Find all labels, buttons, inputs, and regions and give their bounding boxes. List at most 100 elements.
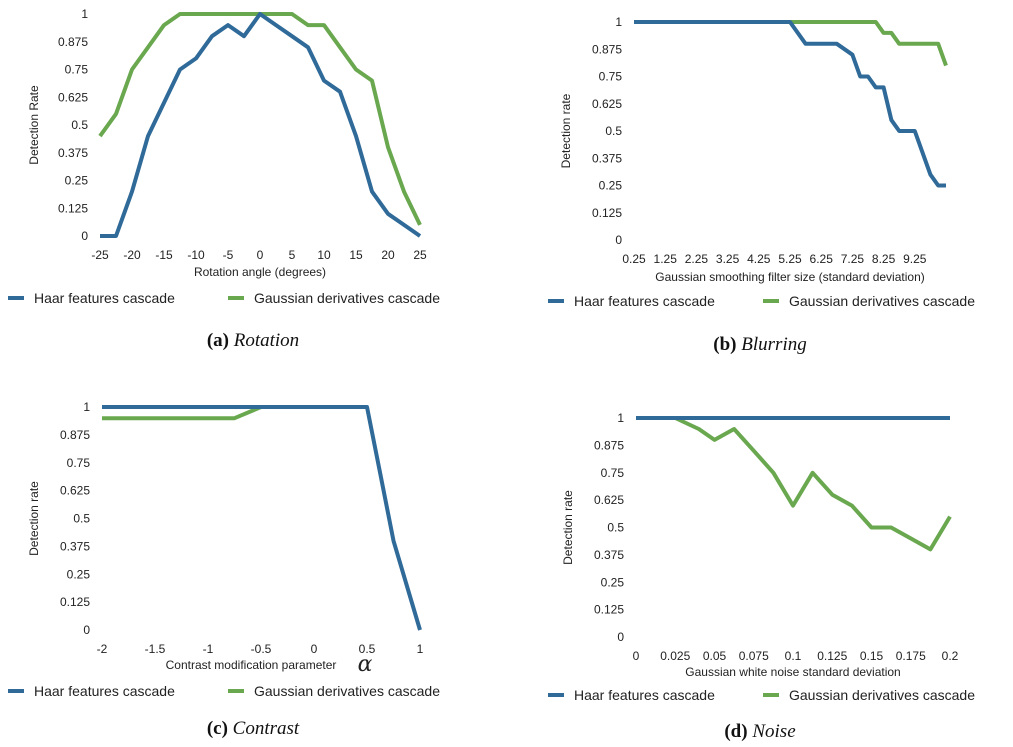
y-tick-label: 0.5 (605, 124, 622, 138)
legend-label: Haar features cascade (34, 290, 175, 306)
figure-caption: (a) Rotation (207, 330, 299, 351)
chart-panel-blurring: 0 0.125 0.25 0.375 0.5 0.625 0.75 0.875 1 0.25 1.2… (506, 0, 1013, 373)
y-tick-label: 0.25 (601, 575, 625, 589)
x-tick-label: 25 (413, 248, 427, 262)
alpha-symbol: α (358, 652, 373, 677)
x-tick-label: 0.05 (703, 649, 727, 663)
figure-caption: (d) Noise (724, 721, 795, 742)
x-tick-label: 0.2 (942, 649, 959, 663)
x-tick-label: 1.25 (654, 252, 678, 266)
y-tick-label: 0.125 (60, 595, 90, 609)
x-tick-label: -5 (223, 248, 234, 262)
y-tick-label: 0 (81, 229, 88, 243)
y-tick-label: 1 (617, 411, 624, 425)
chart-panel-noise: 0 0.125 0.25 0.375 0.5 0.625 0.75 0.875 1 0 0.025 0… (506, 373, 1013, 747)
contrast-chart: 0 0.125 0.25 0.375 0.5 0.625 0.75 0.875 1 -2 -1.5 -… (8, 400, 440, 739)
x-tick-label: 4.25 (747, 252, 771, 266)
x-tick-label: 0 (311, 642, 318, 656)
x-axis-title: Gaussian smoothing filter size (standard… (655, 270, 924, 284)
x-tick-label: 0.125 (817, 649, 847, 663)
legend-label: Haar features cascade (574, 293, 715, 309)
gaussian-series-line (636, 416, 952, 552)
figure-caption: (c) Contrast (207, 718, 300, 739)
x-tick-label: 0.025 (660, 649, 690, 663)
x-tick-label: 0.1 (785, 649, 802, 663)
x-tick-label: 0.175 (896, 649, 926, 663)
y-tick-label: 0 (617, 630, 624, 644)
y-tick-label: 0.375 (58, 146, 88, 160)
y-tick-label: 1 (83, 400, 90, 414)
gaussian-series-line (634, 20, 948, 67)
y-tick-label: 0.375 (594, 548, 624, 562)
y-axis-title: Detection rate (559, 93, 573, 168)
x-tick-label: 5.25 (778, 252, 802, 266)
x-tick-label: 0.075 (739, 649, 769, 663)
blurring-chart: 0 0.125 0.25 0.375 0.5 0.625 0.75 0.875 1 0.25 1.2… (548, 15, 975, 355)
y-tick-label: 0.375 (592, 151, 622, 165)
y-tick-label: 0.75 (67, 456, 91, 470)
legend-label: Gaussian derivatives cascade (789, 293, 975, 309)
x-tick-label: 8.25 (872, 252, 896, 266)
y-tick-label: 1 (615, 15, 622, 29)
legend-label: Gaussian derivatives cascade (254, 683, 440, 699)
y-tick-label: 0.375 (60, 539, 90, 553)
y-axis-title: Detection Rate (27, 85, 41, 165)
y-tick-label: 0.875 (58, 35, 88, 49)
y-tick-label: 0.5 (73, 512, 90, 526)
y-tick-label: 0.625 (60, 484, 90, 498)
x-axis-title: Contrast modification parameter (166, 658, 337, 672)
x-tick-label: -2 (97, 642, 108, 656)
haar-series-line (634, 20, 946, 188)
figure-caption: (b) Blurring (713, 334, 806, 355)
y-tick-label: 0.875 (592, 42, 622, 56)
chart-panel-contrast: 0 0.125 0.25 0.375 0.5 0.625 0.75 0.875 1 -2 -1.5 -… (0, 373, 506, 747)
x-tick-label: 9.25 (903, 252, 927, 266)
y-tick-label: 0 (615, 233, 622, 247)
y-tick-label: 0.875 (594, 438, 624, 452)
x-tick-label: 20 (381, 248, 395, 262)
x-tick-label: 2.25 (685, 252, 709, 266)
chart-panel-rotation: 0 0.125 0.25 0.375 0.5 0.625 0.75 0.875 1 -25 -20-… (0, 0, 506, 373)
legend-label: Gaussian derivatives cascade (789, 687, 975, 703)
x-tick-label: -0.5 (251, 642, 272, 656)
y-tick-label: 0.75 (65, 63, 89, 77)
x-tick-label: 0.5 (359, 642, 376, 656)
y-tick-label: 0.625 (592, 97, 622, 111)
x-tick-label: 0.25 (622, 252, 646, 266)
x-tick-label: 0 (633, 649, 640, 663)
x-tick-label: 7.25 (841, 252, 865, 266)
y-tick-label: 0.5 (607, 521, 624, 535)
y-tick-label: 0.625 (58, 90, 88, 104)
y-tick-label: 0.25 (67, 567, 91, 581)
legend-label: Haar features cascade (574, 687, 715, 703)
x-axis-title: Gaussian white noise standard deviation (685, 665, 900, 679)
legend-label: Gaussian derivatives cascade (254, 290, 440, 306)
x-tick-label: 0 (257, 248, 264, 262)
y-tick-label: 0 (83, 623, 90, 637)
x-tick-label: 6.25 (810, 252, 834, 266)
x-tick-label: -10 (187, 248, 205, 262)
y-tick-label: 0.5 (71, 118, 88, 132)
x-tick-label: 1 (417, 642, 424, 656)
y-axis-title: Detection rate (561, 490, 575, 565)
y-tick-label: 0.25 (65, 174, 89, 188)
x-tick-label: 0.15 (860, 649, 884, 663)
noise-chart: 0 0.125 0.25 0.375 0.5 0.625 0.75 0.875 1 0 0.025 0… (548, 411, 975, 742)
x-tick-label: 15 (349, 248, 363, 262)
x-tick-label: -1 (203, 642, 214, 656)
y-tick-label: 0.125 (592, 206, 622, 220)
y-tick-label: 1 (81, 7, 88, 21)
x-tick-label: 10 (317, 248, 331, 262)
y-tick-label: 0.125 (58, 201, 88, 215)
y-tick-label: 0.625 (594, 493, 624, 507)
legend-label: Haar features cascade (34, 683, 175, 699)
haar-series-line (102, 405, 422, 631)
x-tick-label: -25 (91, 248, 109, 262)
y-tick-label: 0.25 (599, 179, 623, 193)
x-tick-label: 5 (289, 248, 296, 262)
y-tick-label: 0.75 (599, 70, 623, 84)
x-tick-label: -20 (123, 248, 141, 262)
haar-series-line (100, 12, 422, 238)
x-tick-label: -15 (155, 248, 173, 262)
x-tick-label: -1.5 (145, 642, 166, 656)
